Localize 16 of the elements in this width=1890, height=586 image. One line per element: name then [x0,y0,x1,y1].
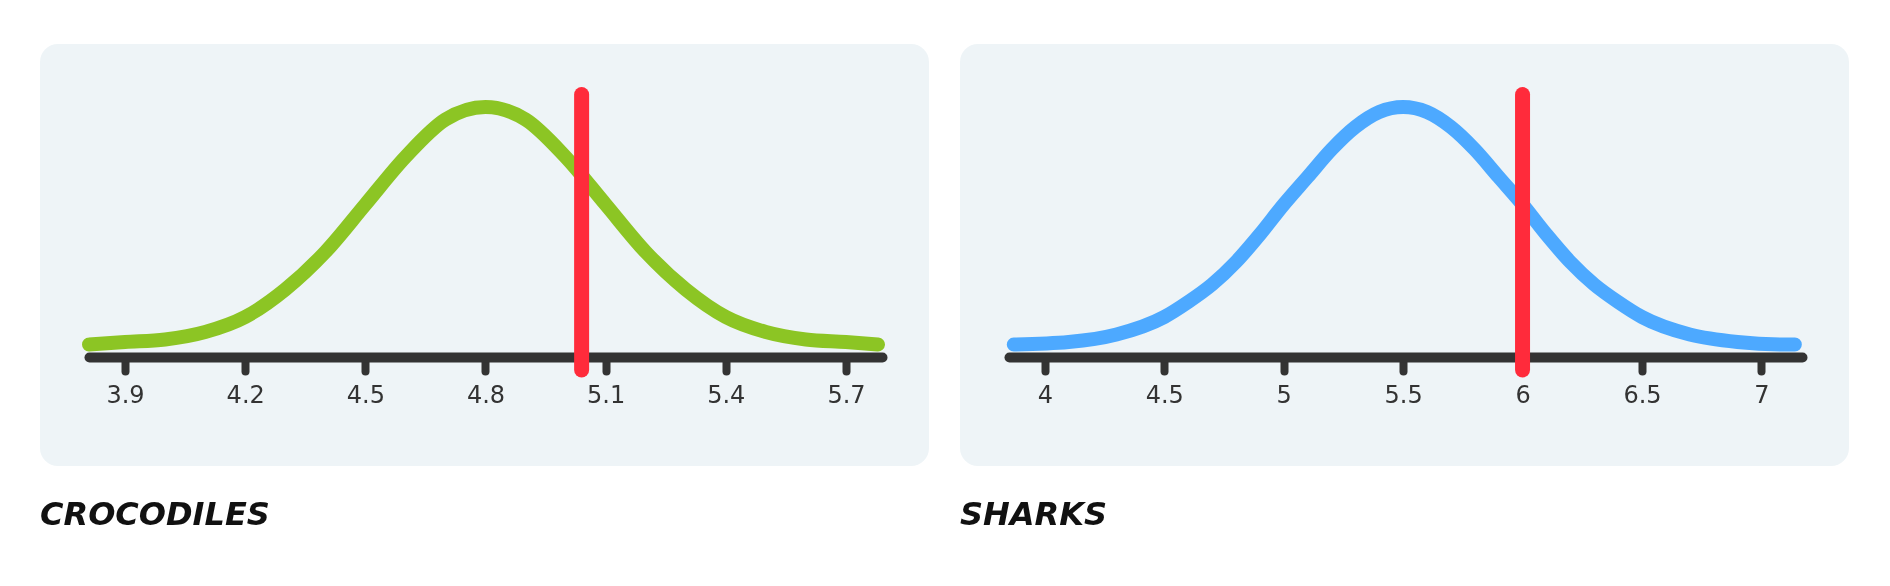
x-tick-label: 5.1 [587,380,626,409]
x-tick-label: 6.5 [1623,380,1662,409]
x-tick-label: 5.5 [1384,380,1423,409]
x-tick-label: 5.4 [707,380,746,409]
x-tick-label: 4 [1037,380,1053,409]
x-tick-label: 4.5 [346,380,385,409]
x-tick-label: 4.2 [226,380,265,409]
x-tick-label: 6 [1515,380,1531,409]
x-tick-label: 4.8 [466,380,506,409]
x-tick-label: 5.7 [827,380,866,409]
x-tick-label: 3.9 [106,380,145,409]
text: SHARKS [960,495,1108,533]
x-tick-label: 4.5 [1145,380,1184,409]
x-tick-label: 5 [1276,380,1292,409]
x-tick-label: 7 [1754,380,1770,409]
text: CROCODILES [40,495,270,533]
